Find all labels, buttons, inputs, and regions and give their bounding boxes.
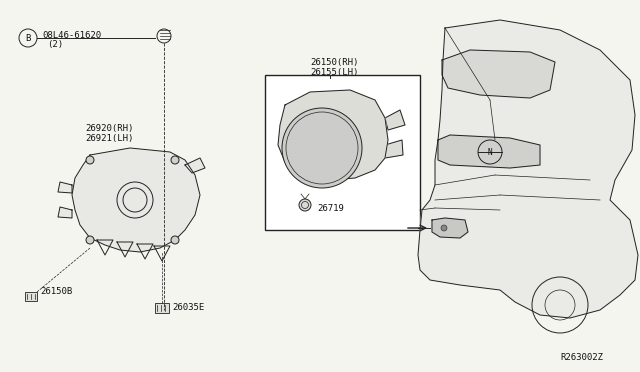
Text: 26920(RH): 26920(RH) (85, 124, 133, 132)
Text: 26719: 26719 (317, 203, 344, 212)
Polygon shape (58, 207, 72, 218)
Polygon shape (58, 182, 72, 193)
Polygon shape (185, 158, 205, 173)
Text: (2): (2) (47, 39, 63, 48)
Polygon shape (385, 110, 405, 130)
Bar (25, 292, 37, 301)
Polygon shape (278, 90, 388, 180)
Text: 26150(RH): 26150(RH) (310, 58, 358, 67)
Circle shape (282, 108, 362, 188)
Text: B: B (26, 33, 31, 42)
Text: R263002Z: R263002Z (560, 353, 603, 362)
Circle shape (86, 156, 94, 164)
Circle shape (171, 156, 179, 164)
Bar (155, 303, 169, 313)
Polygon shape (438, 135, 540, 168)
Polygon shape (72, 148, 200, 252)
Text: 26155(LH): 26155(LH) (310, 67, 358, 77)
Bar (265, 75, 420, 230)
Circle shape (86, 236, 94, 244)
Text: 08L46-61620: 08L46-61620 (42, 31, 101, 39)
Circle shape (441, 225, 447, 231)
Text: N: N (488, 148, 492, 157)
Polygon shape (432, 218, 468, 238)
Text: 26035E: 26035E (172, 302, 204, 311)
Polygon shape (442, 50, 555, 98)
Polygon shape (385, 140, 403, 158)
Text: 26150B: 26150B (40, 288, 72, 296)
Circle shape (299, 199, 311, 211)
Polygon shape (418, 20, 638, 318)
Text: 26921(LH): 26921(LH) (85, 134, 133, 142)
Circle shape (171, 236, 179, 244)
